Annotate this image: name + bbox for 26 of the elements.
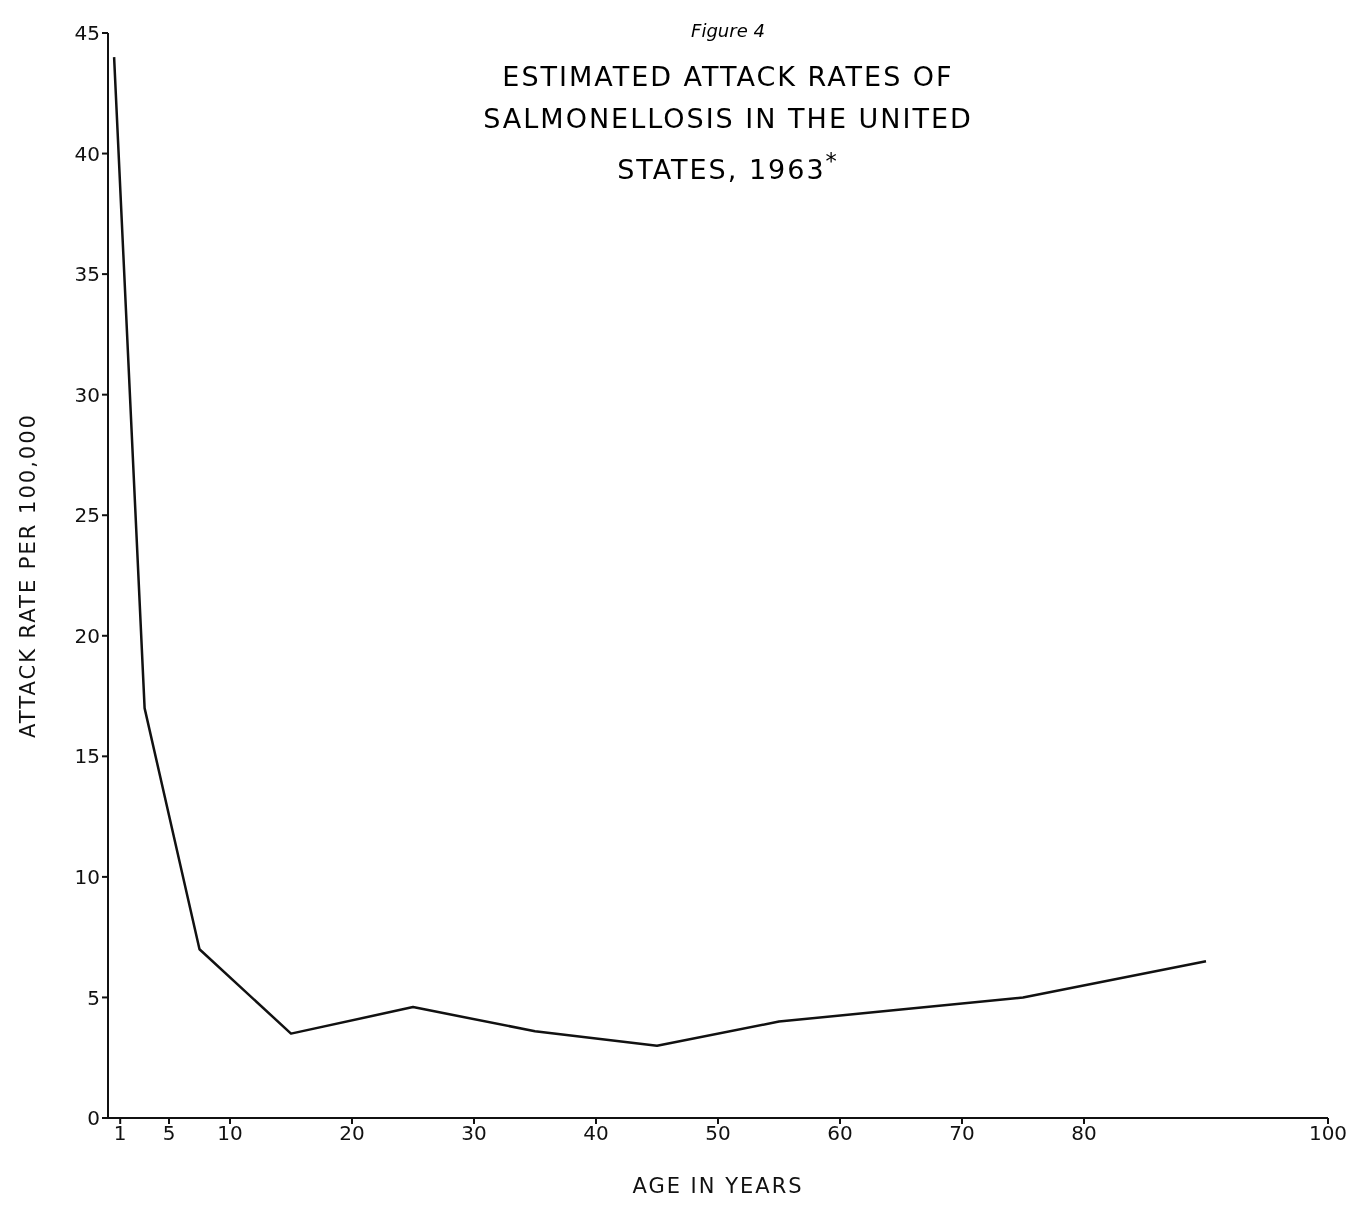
x-tick-label: 10: [217, 1121, 243, 1146]
x-tick-label: 1: [113, 1121, 127, 1146]
y-tick-label: 45: [74, 21, 100, 46]
y-tick-label: 0: [87, 1106, 100, 1131]
y-tick-label: 15: [74, 744, 100, 769]
y-tick-label: 30: [74, 382, 100, 407]
y-tick-label: 35: [74, 262, 100, 287]
x-tick-label: 5: [162, 1121, 176, 1146]
x-axis-title: AGE IN YEARS: [632, 1174, 804, 1198]
x-tick-label: 70: [949, 1121, 975, 1146]
y-tick-label: 40: [74, 141, 100, 166]
x-tick-label: 60: [827, 1121, 853, 1146]
x-tick-label: 40: [583, 1121, 609, 1146]
text: ESTIMATED ATTACK RATES OF SALMONELLOSIS IN THE UNITED STATES, 1963$^{*}$: [482, 60, 974, 187]
line-series: [112, 55, 1208, 1047]
x-tick-label: 80: [1071, 1121, 1097, 1146]
x-tick-label: 30: [461, 1121, 487, 1146]
y-tick-label: 5: [87, 985, 100, 1010]
x-tick-label: 100: [1308, 1121, 1348, 1146]
y-axis-title: ATTACK RATE PER 100,000: [16, 413, 41, 738]
annotation: Figure 4: [691, 20, 765, 41]
y-tick-label: 20: [74, 623, 100, 648]
y-tick-label: 25: [74, 503, 100, 528]
x-tick-label: 20: [339, 1121, 365, 1146]
y-tick-label: 10: [74, 864, 100, 889]
x-tick-label: 50: [705, 1121, 731, 1146]
